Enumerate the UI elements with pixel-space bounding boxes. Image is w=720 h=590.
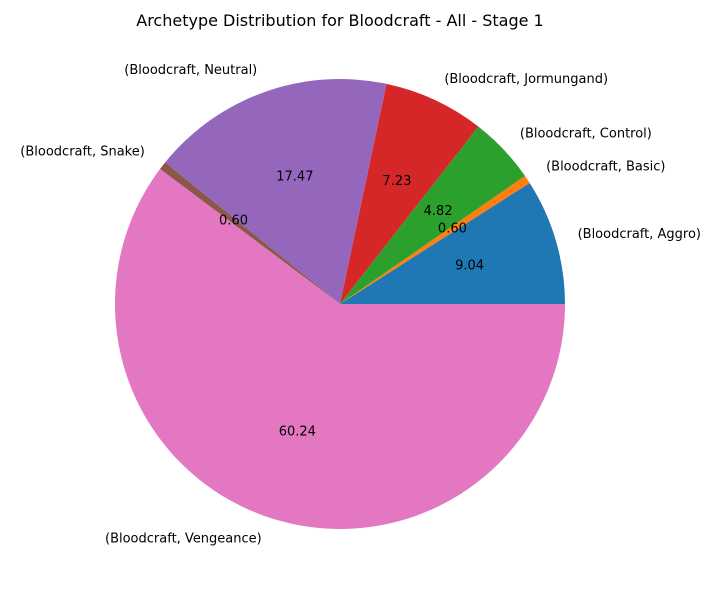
pie-slice-bloodcraft-jormungand bbox=[340, 83, 479, 304]
pie-slice-bloodcraft-aggro bbox=[340, 182, 565, 304]
slice-label-bloodcraft-basic: (Bloodcraft, Basic) bbox=[546, 159, 665, 174]
slice-label-bloodcraft-snake: (Bloodcraft, Snake) bbox=[20, 144, 145, 159]
pie-labels: (Bloodcraft, Aggro) 9.04 (Bloodcraft, Basi… bbox=[20, 63, 701, 546]
slice-value-bloodcraft-vengeance: 60.24 bbox=[279, 425, 316, 440]
pie-slice-bloodcraft-control bbox=[340, 126, 525, 304]
pie-slices bbox=[115, 78, 566, 529]
slice-value-bloodcraft-control: 4.82 bbox=[424, 204, 453, 219]
slice-label-bloodcraft-neutral: (Bloodcraft, Neutral) bbox=[124, 63, 257, 78]
pie-slice-bloodcraft-basic bbox=[340, 175, 530, 304]
slice-value-bloodcraft-snake: 0.60 bbox=[219, 213, 248, 228]
slice-value-bloodcraft-aggro: 9.04 bbox=[455, 259, 484, 274]
slice-label-bloodcraft-vengeance: (Bloodcraft, Vengeance) bbox=[105, 531, 262, 546]
slice-label-bloodcraft-aggro: (Bloodcraft, Aggro) bbox=[578, 227, 701, 242]
pie-slice-bloodcraft-snake bbox=[159, 162, 340, 304]
slice-label-bloodcraft-control: (Bloodcraft, Control) bbox=[520, 127, 652, 142]
slice-value-bloodcraft-neutral: 17.47 bbox=[276, 169, 313, 184]
slice-value-bloodcraft-jormungand: 7.23 bbox=[382, 174, 411, 189]
chart-title: Archetype Distribution for Bloodcraft - … bbox=[136, 11, 543, 30]
slice-value-bloodcraft-basic: 0.60 bbox=[438, 222, 467, 237]
slice-label-bloodcraft-jormungand: (Bloodcraft, Jormungand) bbox=[444, 72, 608, 87]
pie-slice-bloodcraft-neutral bbox=[165, 78, 387, 304]
pie-slice-bloodcraft-vengeance bbox=[115, 169, 566, 529]
